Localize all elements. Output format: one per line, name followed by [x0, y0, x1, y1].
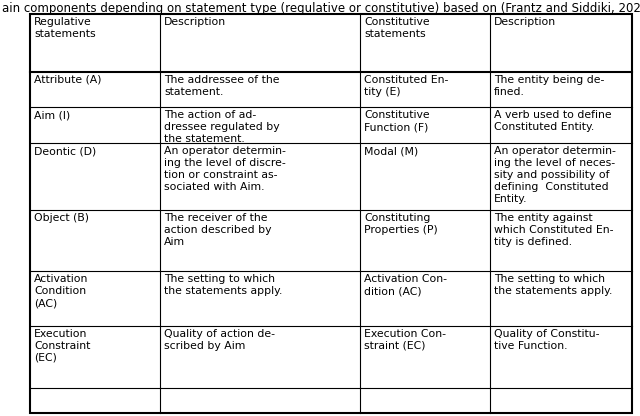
Text: Aim (I): Aim (I)	[34, 110, 70, 120]
Text: An operator determin-
ing the level of neces-
sity and possibility of
defining  : An operator determin- ing the level of n…	[494, 146, 616, 204]
Text: Quality of action de-
scribed by Aim: Quality of action de- scribed by Aim	[164, 329, 275, 351]
Text: Execution
Constraint
(EC): Execution Constraint (EC)	[34, 329, 90, 363]
Text: The setting to which
the statements apply.: The setting to which the statements appl…	[494, 274, 612, 296]
Text: Quality of Constitu-
tive Function.: Quality of Constitu- tive Function.	[494, 329, 600, 351]
Text: The entity against
which Constituted En-
tity is defined.: The entity against which Constituted En-…	[494, 213, 614, 247]
Text: Activation Con-
dition (AC): Activation Con- dition (AC)	[364, 274, 447, 296]
Text: The entity being de-
fined.: The entity being de- fined.	[494, 75, 604, 97]
Text: Description: Description	[164, 17, 226, 27]
Text: ain components depending on statement type (regulative or constitutive) based on: ain components depending on statement ty…	[2, 2, 640, 15]
Text: The action of ad-
dressee regulated by
the statement.: The action of ad- dressee regulated by t…	[164, 110, 280, 144]
Text: Object (B): Object (B)	[34, 213, 89, 223]
Text: The addressee of the
statement.: The addressee of the statement.	[164, 75, 280, 97]
Text: The setting to which
the statements apply.: The setting to which the statements appl…	[164, 274, 282, 296]
Text: The receiver of the
action described by
Aim: The receiver of the action described by …	[164, 213, 271, 247]
Text: Constitutive
statements: Constitutive statements	[364, 17, 429, 39]
Text: Constitutive
Function (F): Constitutive Function (F)	[364, 110, 429, 132]
Text: Activation
Condition
(AC): Activation Condition (AC)	[34, 274, 88, 308]
Text: Constituted En-
tity (E): Constituted En- tity (E)	[364, 75, 449, 97]
Text: Attribute (A): Attribute (A)	[34, 75, 102, 85]
Text: Deontic (D): Deontic (D)	[34, 146, 96, 156]
Text: A verb used to define
Constituted Entity.: A verb used to define Constituted Entity…	[494, 110, 612, 132]
Text: Description: Description	[494, 17, 556, 27]
Text: Constituting
Properties (P): Constituting Properties (P)	[364, 213, 438, 235]
Text: Regulative
statements: Regulative statements	[34, 17, 95, 39]
Text: Modal (M): Modal (M)	[364, 146, 419, 156]
Text: Execution Con-
straint (EC): Execution Con- straint (EC)	[364, 329, 446, 351]
Text: An operator determin-
ing the level of discre-
tion or constraint as-
sociated w: An operator determin- ing the level of d…	[164, 146, 286, 192]
